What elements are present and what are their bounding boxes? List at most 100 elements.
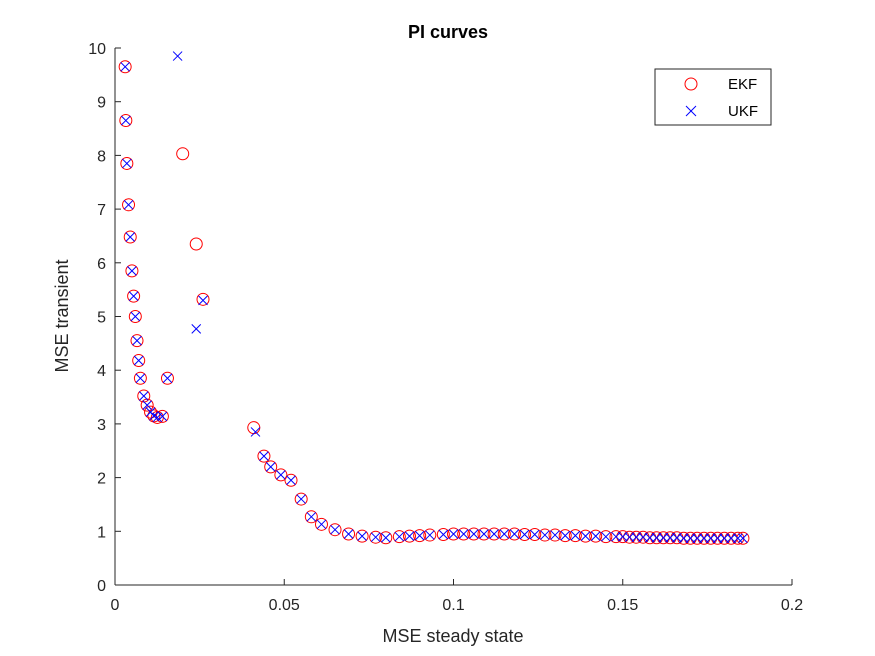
x-axis-label: MSE steady state bbox=[382, 626, 523, 646]
ukf-point bbox=[424, 530, 435, 540]
ukf-point bbox=[712, 533, 723, 544]
y-tick-label: 7 bbox=[97, 202, 106, 219]
ekf-point bbox=[294, 492, 308, 506]
ukf-point bbox=[678, 533, 689, 544]
ukf-point bbox=[138, 391, 149, 401]
ukf-point bbox=[380, 532, 391, 543]
ekf-point bbox=[125, 264, 139, 278]
x-tick-label: 0.15 bbox=[607, 597, 638, 614]
y-tick-label: 1 bbox=[97, 524, 106, 541]
ukf-point bbox=[265, 462, 276, 472]
y-tick-label: 8 bbox=[97, 148, 106, 165]
ukf-point bbox=[479, 529, 489, 539]
ukf-point bbox=[438, 529, 449, 540]
ekf-point bbox=[447, 527, 460, 541]
ekf-point bbox=[457, 527, 471, 541]
ekf-point bbox=[127, 289, 141, 303]
ukf-point bbox=[550, 530, 560, 540]
ukf-point bbox=[330, 524, 340, 535]
ekf-point bbox=[558, 529, 572, 543]
ukf-point bbox=[529, 529, 540, 540]
ukf-point bbox=[519, 529, 530, 540]
ukf-point bbox=[705, 533, 716, 544]
ukf-point bbox=[133, 355, 144, 366]
ukf-point bbox=[286, 475, 296, 486]
ukf-point bbox=[120, 61, 131, 72]
ekf-point bbox=[650, 531, 664, 545]
ukf-point bbox=[135, 373, 146, 384]
ukf-point bbox=[644, 532, 655, 543]
ekf-point bbox=[548, 528, 562, 542]
y-tick-label: 6 bbox=[97, 256, 106, 273]
ukf-point bbox=[357, 531, 367, 541]
ukf-point bbox=[394, 531, 405, 542]
ekf-point bbox=[690, 531, 704, 545]
ukf-point bbox=[738, 533, 748, 544]
y-tick-label: 5 bbox=[97, 310, 106, 327]
ukf-point bbox=[132, 335, 142, 346]
ekf-point bbox=[663, 531, 677, 545]
ukf-point bbox=[404, 531, 415, 541]
ukf-point bbox=[611, 531, 621, 542]
ekf-point bbox=[538, 528, 552, 542]
ekf-point bbox=[196, 292, 210, 306]
ekf-point bbox=[436, 528, 450, 542]
legend-ukf-marker bbox=[685, 105, 697, 117]
x-tick-label: 0.05 bbox=[269, 597, 300, 614]
plot-area bbox=[115, 48, 792, 585]
ukf-point bbox=[665, 532, 675, 543]
ukf-point bbox=[343, 529, 354, 539]
ekf-point bbox=[487, 527, 501, 541]
ukf-point bbox=[414, 530, 425, 541]
ukf-point bbox=[306, 511, 317, 522]
axis-ticks: 0 0.05 0.1 0.15 0.2 0 1 2 3 4 5 6 7 8 9 10 bbox=[88, 41, 803, 614]
ukf-point bbox=[259, 451, 269, 461]
ekf-point bbox=[189, 237, 203, 251]
ukf-point bbox=[590, 531, 601, 541]
ekf-point bbox=[130, 334, 144, 348]
ukf-point bbox=[631, 532, 642, 543]
ukf-point bbox=[125, 232, 136, 242]
ekf-point bbox=[402, 529, 416, 543]
ukf-point bbox=[540, 530, 550, 540]
ukf-point bbox=[157, 411, 168, 422]
ekf-point bbox=[599, 530, 613, 544]
y-tick-label: 2 bbox=[97, 471, 106, 488]
ekf-point bbox=[123, 230, 137, 244]
ekf-point bbox=[731, 531, 745, 545]
y-tick-label: 0 bbox=[97, 578, 106, 595]
ekf-point bbox=[683, 531, 697, 545]
ekf-point bbox=[467, 527, 481, 541]
ekf-point bbox=[736, 531, 750, 545]
ukf-series bbox=[120, 51, 748, 544]
ekf-point bbox=[132, 354, 146, 368]
ekf-point bbox=[274, 468, 288, 482]
ukf-point bbox=[276, 470, 286, 480]
ukf-point bbox=[316, 519, 327, 530]
ukf-point bbox=[719, 533, 730, 544]
ukf-point bbox=[142, 400, 153, 410]
legend: EKF UKF bbox=[654, 68, 772, 126]
ukf-point bbox=[172, 51, 183, 61]
ukf-point bbox=[130, 311, 141, 322]
ekf-point bbox=[144, 405, 158, 419]
legend-ekf-label: EKF bbox=[728, 76, 757, 93]
ekf-point bbox=[507, 527, 521, 541]
ekf-point bbox=[120, 156, 134, 170]
y-tick-label: 3 bbox=[97, 417, 106, 434]
ukf-point bbox=[692, 533, 703, 544]
ukf-point bbox=[296, 494, 307, 504]
ukf-point bbox=[499, 529, 510, 539]
ekf-point bbox=[528, 528, 542, 542]
ekf-point bbox=[413, 529, 427, 543]
ekf-point bbox=[656, 531, 670, 545]
ekf-point bbox=[128, 310, 142, 323]
ukf-point bbox=[509, 529, 520, 539]
ukf-point bbox=[162, 373, 173, 384]
ekf-point bbox=[264, 460, 278, 474]
ukf-point bbox=[370, 532, 381, 543]
ukf-point bbox=[726, 533, 736, 544]
chart-title: PI curves bbox=[408, 22, 488, 42]
ekf-point bbox=[328, 523, 342, 537]
ekf-point bbox=[568, 529, 582, 543]
